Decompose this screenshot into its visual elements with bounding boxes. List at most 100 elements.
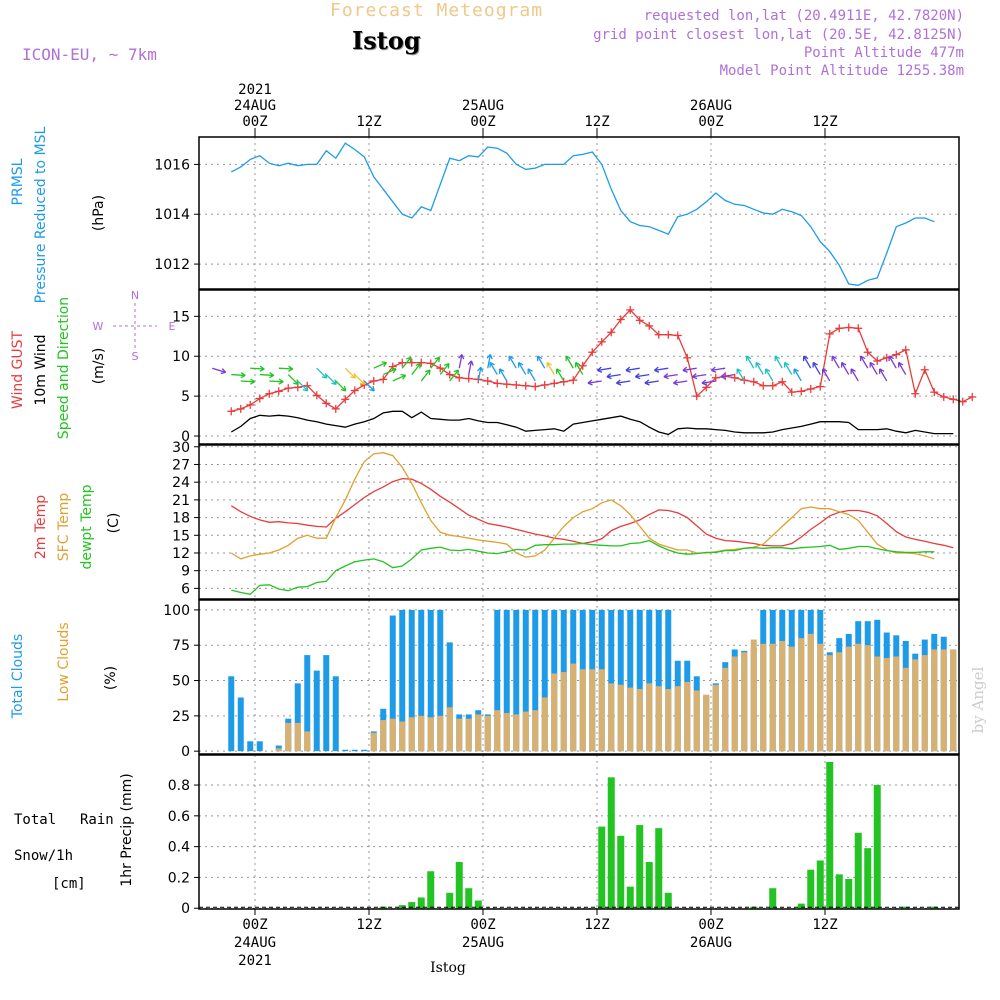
wind-arrow bbox=[755, 361, 764, 375]
wind-arrow bbox=[411, 363, 422, 375]
chart-title: Forecast Meteogram bbox=[330, 0, 544, 21]
bar-precip-0 bbox=[645, 862, 653, 909]
ytick-label: 24 bbox=[172, 475, 190, 491]
bar-clouds-0 bbox=[427, 609, 434, 752]
compass-letter: W bbox=[93, 320, 104, 333]
wind-arrow bbox=[212, 367, 227, 375]
bottom-time-label: 12Z bbox=[584, 917, 609, 933]
ytick-label: 75 bbox=[172, 638, 190, 654]
bar-clouds-1 bbox=[484, 715, 491, 752]
bar-clouds-1 bbox=[494, 710, 501, 752]
wind-arrow bbox=[673, 379, 688, 386]
bar-clouds-1 bbox=[655, 686, 662, 752]
wind-arrow bbox=[335, 380, 347, 392]
bar-clouds-0 bbox=[323, 655, 330, 752]
bar-clouds-0 bbox=[636, 609, 643, 752]
bar-clouds-0 bbox=[304, 655, 311, 752]
wind-arrow bbox=[392, 374, 407, 382]
series-line-temperature-2 bbox=[231, 539, 935, 596]
wind-arrow bbox=[278, 365, 294, 372]
wind-arrow bbox=[574, 361, 584, 375]
bar-clouds-1 bbox=[380, 720, 387, 752]
wind-arrow bbox=[859, 355, 869, 369]
wind-arrow bbox=[831, 355, 840, 369]
ytick-label: 21 bbox=[172, 493, 190, 509]
ytick-label: 100 bbox=[163, 603, 190, 619]
bar-clouds-1 bbox=[570, 663, 577, 752]
precip-legend-unit: [cm] bbox=[52, 876, 86, 892]
bar-clouds-0 bbox=[256, 741, 263, 752]
bar-precip-0 bbox=[465, 888, 473, 909]
bar-clouds-1 bbox=[389, 718, 396, 752]
wind-arrow bbox=[430, 356, 441, 369]
temp-label: 2m Temp bbox=[33, 495, 49, 559]
ytick-label: 0 bbox=[181, 744, 190, 760]
bar-clouds-1 bbox=[627, 687, 634, 752]
bar-clouds-1 bbox=[560, 672, 567, 752]
compass-icon: N W E S bbox=[93, 289, 176, 363]
bar-clouds-1 bbox=[399, 721, 406, 752]
station-name: Istog bbox=[352, 26, 421, 55]
bar-clouds-1 bbox=[883, 657, 890, 752]
dewpt-label: dewpt Temp bbox=[79, 484, 95, 569]
bar-precip-0 bbox=[636, 825, 644, 909]
wind-arrow bbox=[616, 379, 631, 386]
ytick-label: 50 bbox=[172, 674, 190, 690]
wind-arrow bbox=[635, 373, 650, 380]
panel-frame bbox=[198, 444, 960, 600]
precip-legend-total: Total bbox=[14, 812, 56, 828]
wind-arrow bbox=[269, 378, 284, 385]
wind-arrow bbox=[439, 363, 450, 375]
wind-arrow bbox=[449, 369, 460, 382]
wind-arrow bbox=[682, 366, 697, 373]
ytick-label: 1014 bbox=[154, 207, 190, 223]
wind-arrow bbox=[536, 355, 546, 369]
wind-arrow bbox=[840, 361, 850, 375]
top-time-label: 12Z bbox=[356, 114, 381, 130]
bar-clouds-1 bbox=[750, 639, 757, 752]
bar-clouds-0 bbox=[655, 609, 662, 752]
bar-clouds-1 bbox=[779, 640, 786, 752]
compass-letter: S bbox=[132, 350, 139, 363]
wind-dir-label: Speed and Direction bbox=[56, 297, 72, 439]
pressure-label-short: PRMSL bbox=[10, 158, 26, 205]
bar-precip-0 bbox=[417, 897, 425, 909]
ytick-label: 0.2 bbox=[168, 870, 190, 886]
wind-arrow bbox=[231, 372, 246, 379]
bar-clouds-0 bbox=[408, 609, 415, 752]
bar-clouds-0 bbox=[665, 609, 672, 752]
compass-letter: N bbox=[131, 289, 139, 302]
bar-clouds-1 bbox=[598, 669, 605, 752]
top-time-label: 00Z bbox=[470, 114, 495, 130]
bar-precip-0 bbox=[769, 888, 777, 909]
bar-clouds-1 bbox=[294, 722, 301, 752]
ytick-label: 0.4 bbox=[168, 840, 190, 856]
bar-precip-0 bbox=[797, 903, 805, 909]
bar-clouds-1 bbox=[893, 656, 900, 752]
bar-clouds-0 bbox=[617, 609, 624, 752]
ytick-label: 0.6 bbox=[168, 809, 190, 825]
wind-arrow bbox=[821, 368, 831, 382]
bottom-time-label: 2021 bbox=[238, 953, 272, 969]
series-line-temperature-0 bbox=[230, 477, 954, 549]
bar-precip-0 bbox=[398, 905, 406, 909]
bar-clouds-1 bbox=[931, 649, 938, 752]
low-clouds-label: Low Clouds bbox=[56, 622, 72, 701]
bar-clouds-1 bbox=[760, 643, 767, 752]
model-label: ICON-EU, ~ 7km bbox=[22, 45, 157, 64]
bar-clouds-1 bbox=[674, 686, 681, 752]
bar-precip-0 bbox=[626, 886, 634, 909]
bar-precip-0 bbox=[826, 761, 834, 909]
ytick-label: 12 bbox=[172, 546, 190, 562]
bottom-time-label: 00Z bbox=[698, 917, 723, 933]
wind-arrow bbox=[869, 361, 878, 375]
bar-clouds-0 bbox=[503, 609, 510, 752]
wind-arrow bbox=[373, 361, 388, 369]
precip-label: 1hr Precip (mm) bbox=[119, 773, 135, 886]
bar-clouds-1 bbox=[636, 689, 643, 752]
bar-clouds-0 bbox=[532, 609, 539, 752]
panel-frame bbox=[198, 754, 960, 910]
bar-clouds-1 bbox=[522, 711, 529, 752]
bar-clouds-0 bbox=[228, 676, 235, 752]
bar-precip-0 bbox=[845, 878, 853, 909]
